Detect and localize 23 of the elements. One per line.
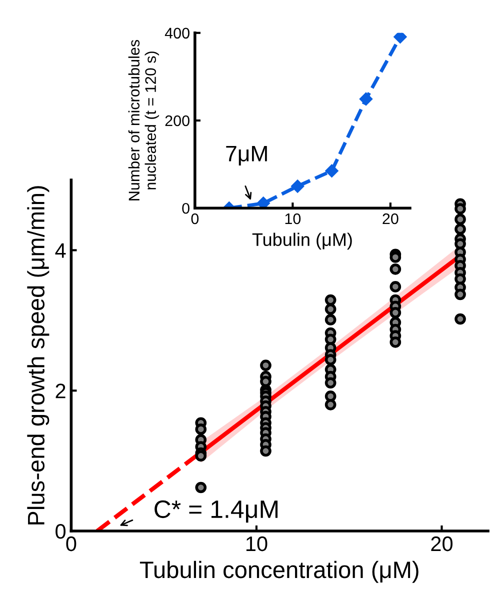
- y-tick-label: 400: [164, 28, 190, 39]
- y-axis-title: Number of microtubules nucleated (t = 120 s): [128, 40, 160, 200]
- x-axis-title: Tubulin concentration (μM): [140, 560, 418, 583]
- x-tick-label: 0: [66, 536, 76, 552]
- x-tick-label: 20: [431, 536, 453, 552]
- x-tick-label: 10: [285, 213, 301, 224]
- point: [394, 32, 407, 44]
- x-tick-label: 20: [382, 213, 398, 224]
- annotation: 7μM: [226, 146, 267, 166]
- x-tick-label: 10: [246, 536, 268, 552]
- y-tick-label: 0: [182, 202, 190, 214]
- y-axis-title: Plus-end growth speed (μm/min): [27, 186, 50, 524]
- y-tick-label: 2: [56, 384, 66, 398]
- annotation: C* = 1.4μM: [154, 500, 278, 523]
- y-tick-label: 4: [55, 243, 66, 258]
- x-axis-title: Tubulin (μM): [252, 232, 352, 250]
- x-tick-label: 0: [191, 213, 199, 224]
- y-tick-label: 200: [165, 115, 190, 126]
- point: [325, 164, 338, 178]
- point: [290, 180, 304, 193]
- point: [256, 196, 270, 208]
- y-tick-label: 0: [56, 524, 66, 539]
- point: [359, 92, 373, 106]
